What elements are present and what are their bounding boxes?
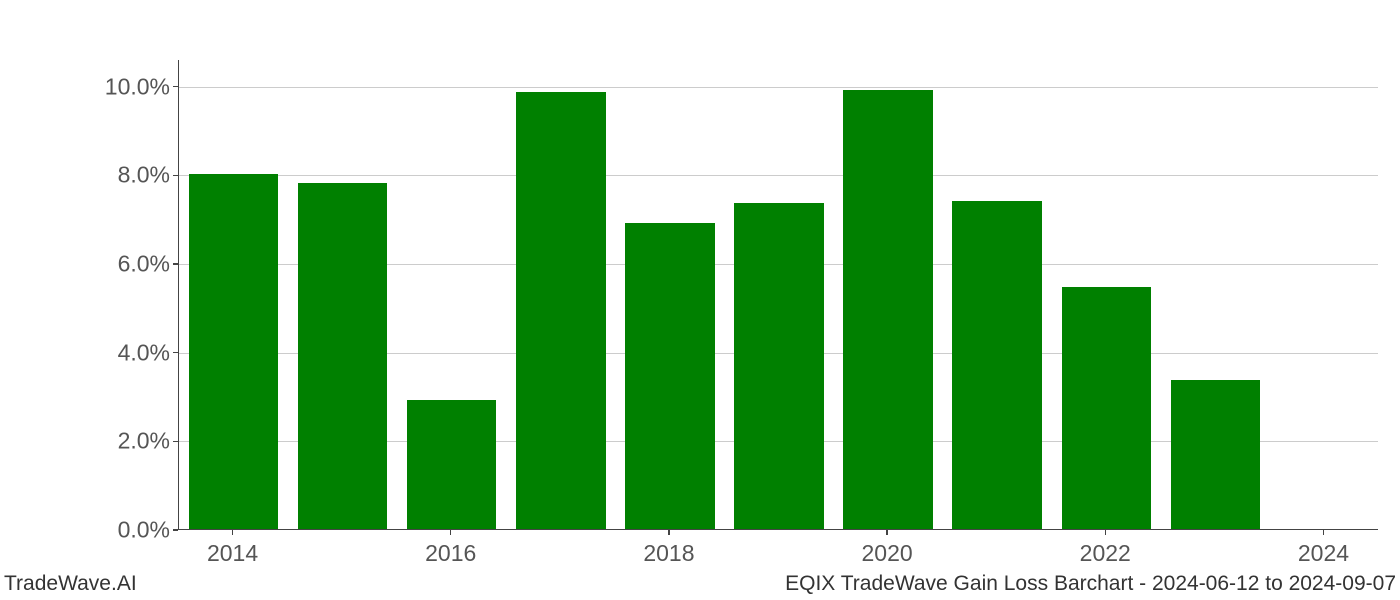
y-tick-mark <box>173 441 178 443</box>
x-tick-label: 2018 <box>643 540 694 567</box>
bar <box>1171 380 1260 529</box>
bar <box>843 90 932 529</box>
x-tick-mark <box>1323 530 1325 535</box>
y-tick-label: 8.0% <box>50 162 170 189</box>
chart-container: 0.0% 2.0% 4.0% 6.0% 8.0% 10.0% 2014 2016 2018 20… <box>0 0 1400 600</box>
x-tick-label: 2020 <box>861 540 912 567</box>
y-tick-label: 10.0% <box>50 73 170 100</box>
bar <box>625 223 714 529</box>
x-tick-label: 2024 <box>1298 540 1349 567</box>
grid-line <box>179 175 1378 176</box>
footer-right-text: EQIX TradeWave Gain Loss Barchart - 2024… <box>785 572 1396 596</box>
y-tick-mark <box>173 263 178 265</box>
footer-left-text: TradeWave.AI <box>4 572 137 596</box>
x-tick-mark <box>1105 530 1107 535</box>
y-tick-mark <box>173 86 178 88</box>
x-tick-mark <box>886 530 888 535</box>
x-tick-label: 2014 <box>207 540 258 567</box>
bar <box>734 203 823 529</box>
y-tick-mark <box>173 175 178 177</box>
y-tick-label: 6.0% <box>50 250 170 277</box>
x-tick-label: 2022 <box>1080 540 1131 567</box>
x-tick-label: 2016 <box>425 540 476 567</box>
y-tick-mark <box>173 352 178 354</box>
bar <box>407 400 496 529</box>
y-tick-label: 0.0% <box>50 517 170 544</box>
bar <box>189 174 278 529</box>
bar <box>1062 287 1151 529</box>
y-tick-mark <box>173 529 178 531</box>
x-tick-mark <box>450 530 452 535</box>
bar <box>298 183 387 529</box>
grid-line <box>179 87 1378 88</box>
y-tick-label: 4.0% <box>50 339 170 366</box>
x-tick-mark <box>668 530 670 535</box>
bar <box>952 201 1041 529</box>
x-tick-mark <box>232 530 234 535</box>
y-tick-label: 2.0% <box>50 428 170 455</box>
plot-area <box>178 60 1378 530</box>
bar <box>516 92 605 529</box>
